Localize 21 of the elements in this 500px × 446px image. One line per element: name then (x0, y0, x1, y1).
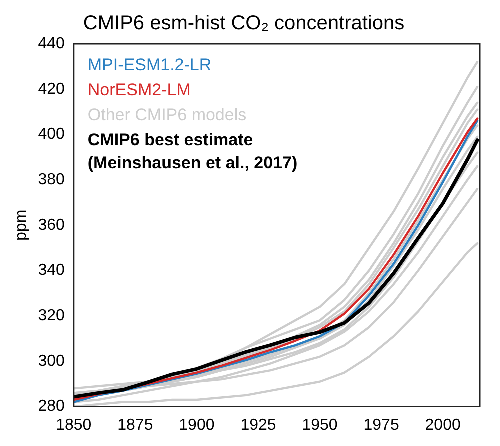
y-tick-label: 300 (38, 352, 65, 370)
y-tick-label: 280 (38, 398, 65, 416)
x-tick-label: 1975 (364, 416, 400, 434)
y-tick-label: 420 (38, 80, 65, 98)
text: MPI-ESM1.2-LR (88, 56, 212, 75)
y-tick-label: 340 (38, 262, 65, 280)
x-tick-label: 1900 (179, 416, 215, 434)
x-tick-label: 1850 (56, 416, 92, 434)
x-tick-label: 1875 (118, 416, 154, 434)
text: CMIP6 best estimate (Meinshausen et al., 2017) (88, 130, 298, 173)
x-tick-label: 2000 (425, 416, 461, 434)
y-tick-label: 320 (38, 308, 65, 325)
y-tick-label: 400 (38, 126, 65, 144)
y-tick-label: 360 (38, 216, 65, 234)
x-tick-label: 1925 (240, 416, 276, 434)
y-tick-label: 380 (38, 171, 65, 188)
y-axis-title: ppm (13, 210, 30, 241)
x-tick-label: 1950 (302, 416, 338, 434)
text: NorESM2-LM (88, 80, 191, 100)
chart-title: CMIP6 esm-hist CO₂ concentrations (83, 12, 405, 35)
y-tick-label: 440 (38, 35, 65, 52)
